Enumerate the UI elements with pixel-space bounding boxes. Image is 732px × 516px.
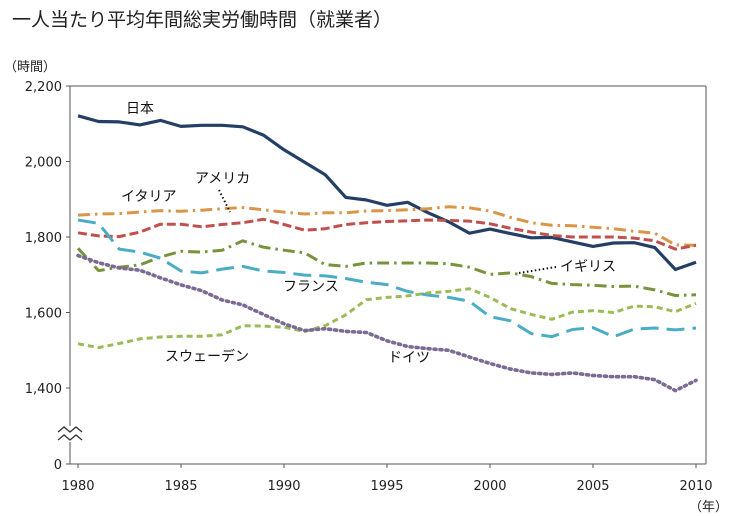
y-ticks: 0 1,400 1,600 1,800 2,000 2,200 <box>25 80 70 473</box>
series-label-0: 日本 <box>126 101 154 117</box>
chart-title: 一人当たり平均年間総実労働時間（就業者） <box>12 9 392 31</box>
y-axis-unit: （時間） <box>4 60 56 75</box>
axes <box>57 85 707 465</box>
series-line-5 <box>77 287 697 350</box>
y-tick-label: 1,600 <box>25 307 62 322</box>
series-label-4: フランス <box>283 279 339 295</box>
leader-line-1 <box>518 266 557 274</box>
y-tick-label: 1,400 <box>25 382 62 397</box>
series-line-1 <box>77 205 697 247</box>
y-tick-label: 0 <box>54 458 62 473</box>
leader-line-0 <box>218 189 231 213</box>
axis-break-icon <box>57 426 83 442</box>
series-label-6: ドイツ <box>388 350 430 366</box>
y-tick-label: 2,200 <box>25 80 62 95</box>
x-tick-label: 2005 <box>576 479 609 494</box>
y-tick-label: 1,800 <box>25 231 62 246</box>
x-tick-label: 1985 <box>164 479 197 494</box>
x-tick-label: 1995 <box>370 479 403 494</box>
series-line-6 <box>76 253 698 393</box>
x-axis-unit: （年） <box>689 500 728 515</box>
series-lines <box>76 114 698 393</box>
x-tick-label: 2000 <box>473 479 506 494</box>
series-line-3 <box>76 239 697 297</box>
x-tick-label: 2010 <box>679 479 712 494</box>
label-leaders <box>218 189 557 274</box>
series-label-5: スウェーデン <box>165 348 249 365</box>
series-label-1: アメリカ <box>195 171 250 187</box>
series-label-2: イタリア <box>121 189 176 205</box>
series-label-3: イギリス <box>560 259 616 275</box>
x-tick-label: 1990 <box>267 479 300 494</box>
series-line-0 <box>77 114 697 272</box>
series-line-4 <box>77 218 697 339</box>
series-line-2 <box>77 217 697 251</box>
x-ticks: 1980 1985 1990 1995 2000 2005 2010 <box>61 464 713 494</box>
y-tick-label: 2,000 <box>25 156 62 171</box>
x-tick-label: 1980 <box>61 479 94 494</box>
